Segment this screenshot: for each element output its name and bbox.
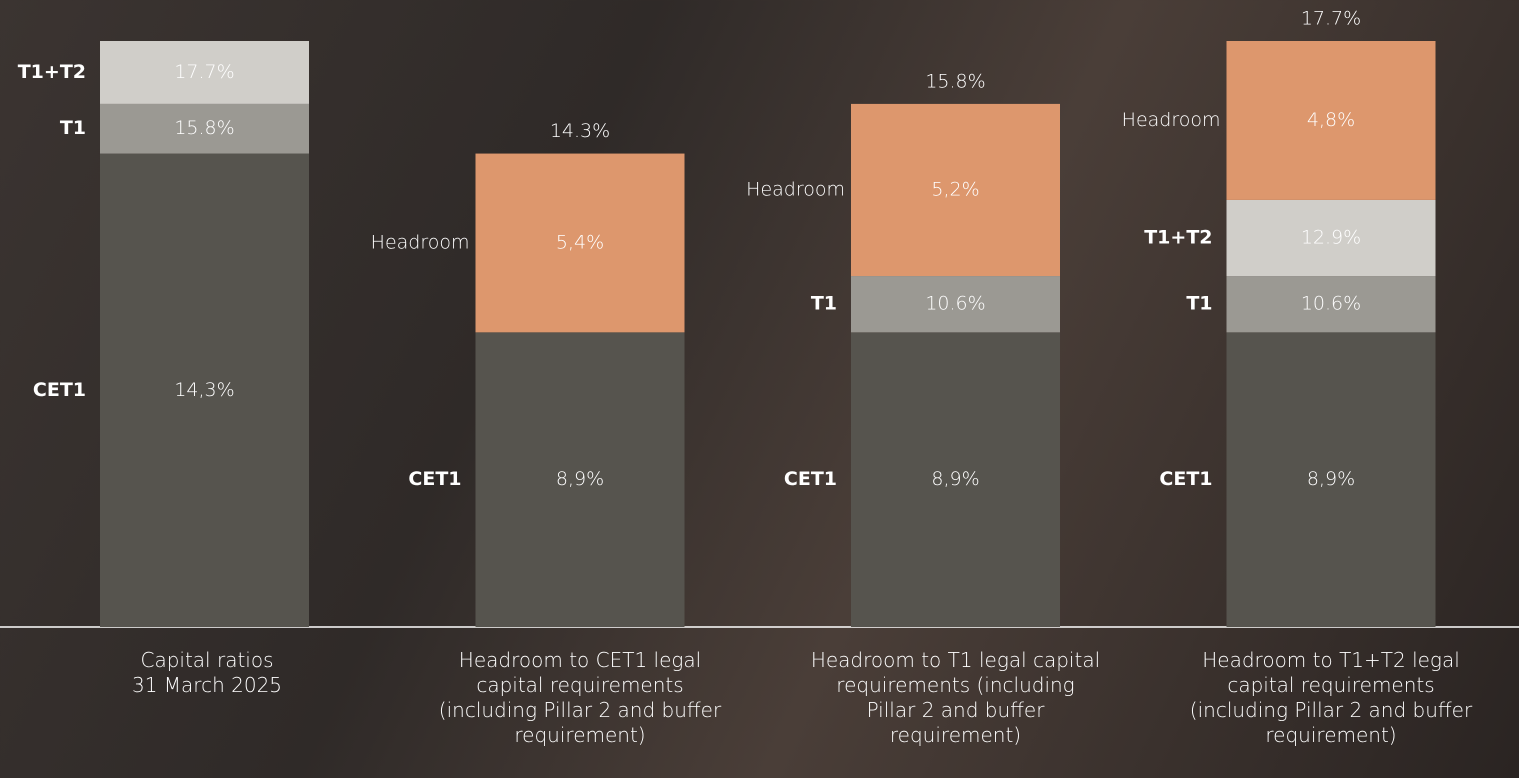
bar-segment — [851, 332, 1060, 627]
total-label: 14.3% — [550, 120, 610, 142]
series-label: CET1 — [408, 468, 461, 490]
value-label: 4,8% — [1307, 109, 1355, 131]
bar-segment — [1226, 332, 1436, 627]
x-category-label: Headroom to T1+T2 legal capital requirem… — [1189, 648, 1473, 747]
value-label: 15.8% — [174, 117, 234, 139]
value-label: 17.7% — [174, 61, 234, 83]
x-category-label: Headroom to T1 legal capital requirement… — [810, 648, 1101, 747]
series-label: T1 — [60, 117, 86, 139]
series-label: T1 — [1186, 293, 1212, 315]
series-label: CET1 — [1159, 468, 1212, 490]
series-label: CET1 — [784, 468, 837, 490]
x-category-label: Capital ratios 31 March 2025 — [131, 648, 283, 697]
bar-segment — [475, 332, 685, 627]
bar-segment — [475, 153, 685, 333]
series-label: T1+T2 — [1144, 226, 1212, 248]
total-label: 15.8% — [925, 70, 985, 92]
bar-segment — [100, 153, 309, 627]
series-label: Headroom — [371, 231, 470, 253]
value-label: 5,2% — [931, 178, 979, 200]
bar-segment — [851, 103, 1060, 277]
value-label: 14,3% — [174, 379, 234, 401]
series-label: T1+T2 — [18, 61, 86, 83]
series-label: Headroom — [746, 178, 845, 200]
x-category-label: Headroom to CET1 legal capital requireme… — [438, 648, 722, 747]
bar-segment — [1226, 199, 1436, 277]
value-label: 5,4% — [556, 231, 604, 253]
value-label: 12.9% — [1301, 226, 1361, 248]
value-label: 10.6% — [925, 293, 985, 315]
value-label: 8,9% — [931, 468, 979, 490]
bar-segment — [1226, 41, 1436, 200]
bar-segment — [851, 276, 1060, 333]
value-label: 8,9% — [556, 468, 604, 490]
value-label: 8,9% — [1307, 468, 1355, 490]
bar-segment — [100, 103, 309, 154]
series-label: T1 — [811, 293, 837, 315]
total-label: 17.7% — [1301, 8, 1361, 30]
series-label: CET1 — [33, 379, 86, 401]
value-label: 10.6% — [1301, 293, 1361, 315]
bar-segment — [1226, 276, 1436, 333]
bar-segment — [100, 41, 309, 104]
series-label: Headroom — [1122, 109, 1221, 131]
